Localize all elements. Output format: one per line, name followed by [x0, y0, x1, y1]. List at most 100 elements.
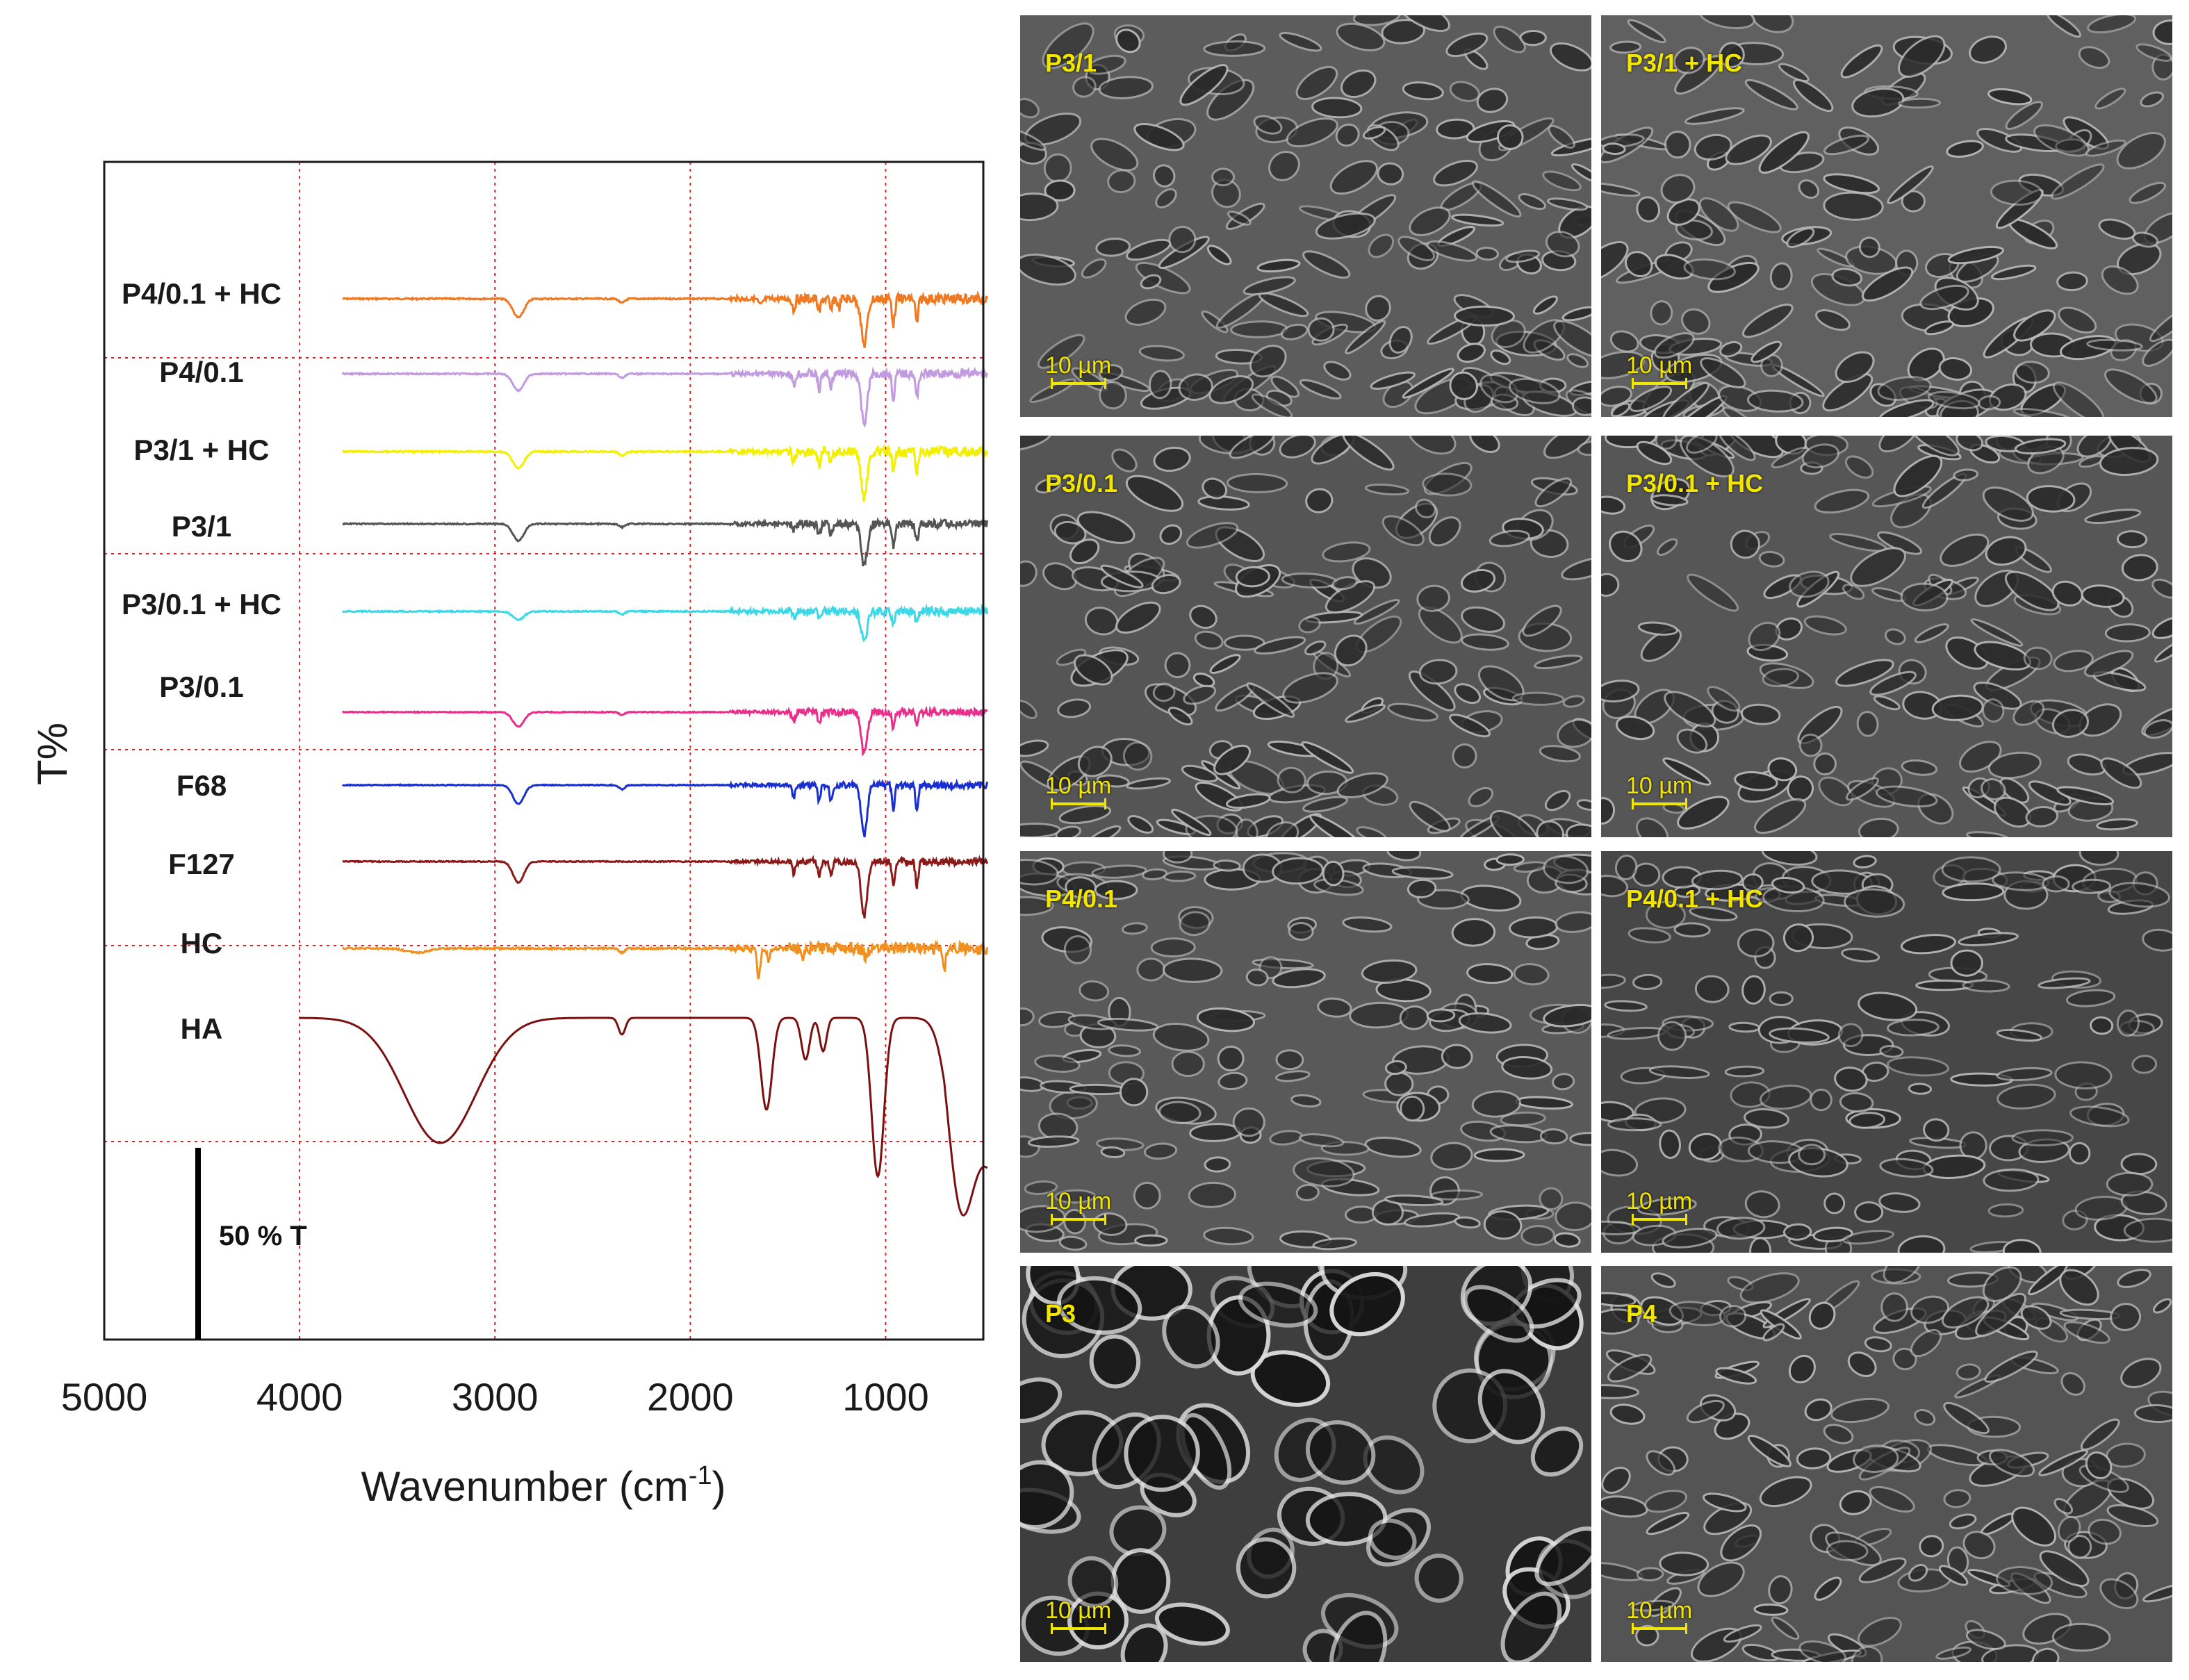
sem-pore: [1302, 250, 1351, 279]
sem-pore: [1810, 1088, 1833, 1112]
sem-pore: [1607, 1353, 1653, 1383]
sem-pore: [1783, 1223, 1812, 1241]
sem-pore: [1468, 787, 1494, 807]
sem-pore: [2098, 218, 2136, 240]
sem-pore: [1630, 1599, 1675, 1612]
sem-pore: [2143, 719, 2172, 739]
sem-pore: [1835, 659, 1894, 687]
sem-pore: [2088, 1518, 2122, 1545]
sem-pore: [1577, 440, 1591, 456]
sem-pore: [1415, 498, 1436, 519]
sem-scale-bar: 10 µm: [1045, 773, 1111, 809]
series-line: [342, 443, 989, 502]
sem-pore: [2154, 637, 2172, 663]
sem-pore: [1751, 15, 1794, 33]
sem-pore: [1778, 63, 1810, 83]
sem-pore: [1471, 1090, 1522, 1118]
sem-pore: [1178, 373, 1213, 401]
sem-pore: [1133, 1181, 1161, 1210]
sem-pore: [1534, 1526, 1591, 1586]
sem-scale-bar: 10 µm: [1626, 773, 1692, 809]
sem-pore: [1869, 1485, 1915, 1513]
sem-pore: [1186, 522, 1239, 549]
sem-pore: [1684, 107, 1745, 125]
sem-pore: [1901, 190, 1926, 213]
series-line: [342, 516, 989, 567]
sem-pore: [1978, 395, 2001, 411]
sem-pore: [1098, 364, 1124, 381]
sem-pore: [2057, 1515, 2081, 1543]
sem-pore: [1211, 167, 1235, 187]
sem-pore: [1676, 728, 1708, 754]
sem-pore: [1295, 1183, 1320, 1201]
sem-pore: [1539, 745, 1581, 763]
sem-image-panel: P4/0.1 + HC 10 µm: [1601, 851, 2172, 1253]
sem-pore: [1792, 79, 1834, 113]
sem-pore: [1941, 856, 2001, 883]
sem-pore: [1069, 1083, 1128, 1096]
sem-pore: [1858, 991, 1918, 1021]
sem-pore: [1097, 1017, 1159, 1032]
sem-pore: [1152, 1023, 1210, 1052]
sem-pore: [2151, 578, 2172, 599]
sem-pore: [1789, 570, 1830, 598]
sem-pore: [1601, 1292, 1637, 1307]
sem-pore: [1387, 702, 1438, 722]
sem-pore: [1471, 180, 1522, 218]
sem-pore: [1352, 15, 1401, 26]
sem-pore: [1893, 454, 1943, 497]
sem-pore: [2140, 91, 2165, 108]
sem-pore: [1483, 1210, 1523, 1240]
sem-pore: [2063, 1321, 2110, 1344]
sem-pore: [1020, 128, 1047, 151]
sem-pore: [1566, 353, 1589, 368]
sem-pore: [1996, 1565, 2053, 1595]
sem-pore: [1286, 117, 1338, 148]
sem-pore: [1235, 818, 1259, 837]
sem-pore: [1798, 179, 1820, 199]
sem-pore: [1610, 402, 1631, 417]
series-label: P3/0.1: [159, 670, 243, 703]
sem-pore: [1962, 979, 2010, 993]
sem-pore: [1536, 820, 1565, 837]
sem-pore: [1518, 193, 1546, 211]
sem-pore: [1569, 1132, 1591, 1146]
ftir-chart: P4/0.1 + HC P4/0.1 P3/1 + HC P3/1 P3/0.1 + H…: [29, 160, 989, 1510]
sem-pore: [1124, 298, 1167, 326]
sem-pore: [2038, 1449, 2089, 1476]
sem-pore: [1562, 695, 1585, 708]
sem-pore: [1454, 1216, 1481, 1229]
sem-pore: [1873, 695, 1901, 711]
sem-pore: [1418, 659, 1458, 685]
sem-pore: [1543, 1003, 1591, 1028]
sem-pore: [1601, 350, 1646, 379]
sem-pore: [1151, 574, 1181, 595]
sem-image-panel: P4 10 µm: [1601, 1266, 2172, 1662]
sem-pore: [1477, 1369, 1546, 1444]
sem-scale-line: [1050, 1214, 1106, 1225]
sem-pore: [1938, 1565, 1969, 1586]
sem-pore: [1965, 1629, 2006, 1651]
sem-pore: [1094, 880, 1138, 900]
sem-scale-label: 10 µm: [1626, 1597, 1693, 1624]
sem-pore: [1831, 267, 1863, 287]
sem-pore: [1307, 317, 1335, 342]
sem-pore: [1125, 475, 1184, 512]
sem-pore: [1576, 799, 1591, 811]
sem-pore: [1850, 547, 1906, 587]
sem-pore: [1274, 1070, 1311, 1082]
sem-pore: [1607, 1117, 1662, 1132]
sem-pore: [1826, 1540, 1869, 1562]
sem-pore: [1353, 598, 1400, 625]
sem-pore: [1744, 79, 1798, 110]
sem-pore: [1043, 153, 1072, 183]
sem-pore: [1279, 436, 1316, 459]
sem-pore: [1054, 1189, 1097, 1204]
sem-pore: [1513, 963, 1550, 986]
sem-pore: [1887, 165, 1934, 204]
sem-pore: [1601, 240, 1629, 282]
sem-pore: [1460, 884, 1522, 912]
sem-pore: [1853, 1444, 1899, 1473]
sem-pore: [1908, 1082, 1933, 1095]
sem-pore: [1798, 1144, 1826, 1166]
